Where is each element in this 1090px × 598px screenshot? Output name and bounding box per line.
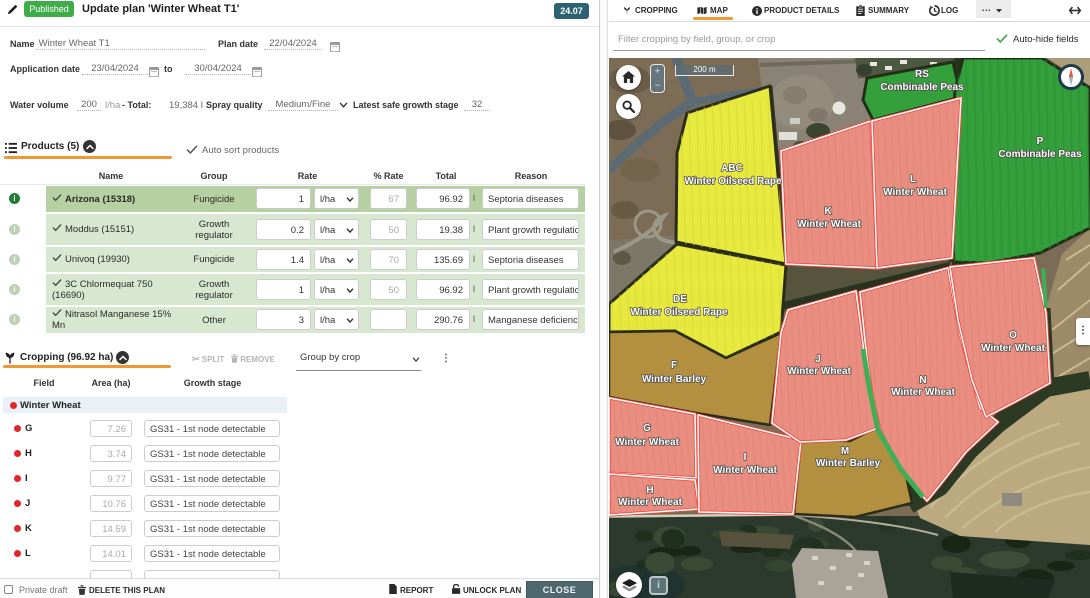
svg-text:Winter Wheat: Winter Wheat <box>981 343 1045 354</box>
svg-text:Winter Oilseed Rape: Winter Oilseed Rape <box>630 307 728 318</box>
svg-text:RS: RS <box>915 69 929 80</box>
svg-text:O: O <box>1009 330 1017 341</box>
svg-text:I: I <box>744 452 747 463</box>
svg-text:Winter Barley: Winter Barley <box>642 374 707 385</box>
svg-text:Combinable Peas: Combinable Peas <box>998 149 1082 160</box>
svg-text:Winter Wheat: Winter Wheat <box>787 366 851 377</box>
svg-text:Winter Wheat: Winter Wheat <box>713 465 777 476</box>
svg-text:M: M <box>841 446 849 457</box>
svg-text:ABC: ABC <box>721 163 743 174</box>
svg-text:H: H <box>646 485 653 496</box>
svg-text:Winter Wheat: Winter Wheat <box>618 497 682 508</box>
svg-text:G: G <box>643 423 651 434</box>
svg-text:F: F <box>671 360 677 371</box>
svg-text:P: P <box>1037 136 1044 147</box>
svg-text:J: J <box>815 354 821 365</box>
svg-text:L: L <box>910 174 916 185</box>
svg-text:N: N <box>919 375 926 386</box>
svg-text:K: K <box>824 206 832 217</box>
svg-text:Winter Barley: Winter Barley <box>816 458 881 469</box>
svg-text:Winter Wheat: Winter Wheat <box>797 219 861 230</box>
svg-text:Winter Wheat: Winter Wheat <box>883 187 947 198</box>
svg-text:DE: DE <box>673 294 687 305</box>
svg-text:Winter Wheat: Winter Wheat <box>891 387 955 398</box>
svg-text:Combinable Peas: Combinable Peas <box>880 82 964 93</box>
svg-text:Winter Oilseed Rape: Winter Oilseed Rape <box>684 176 782 187</box>
svg-text:Winter Wheat: Winter Wheat <box>615 437 679 448</box>
